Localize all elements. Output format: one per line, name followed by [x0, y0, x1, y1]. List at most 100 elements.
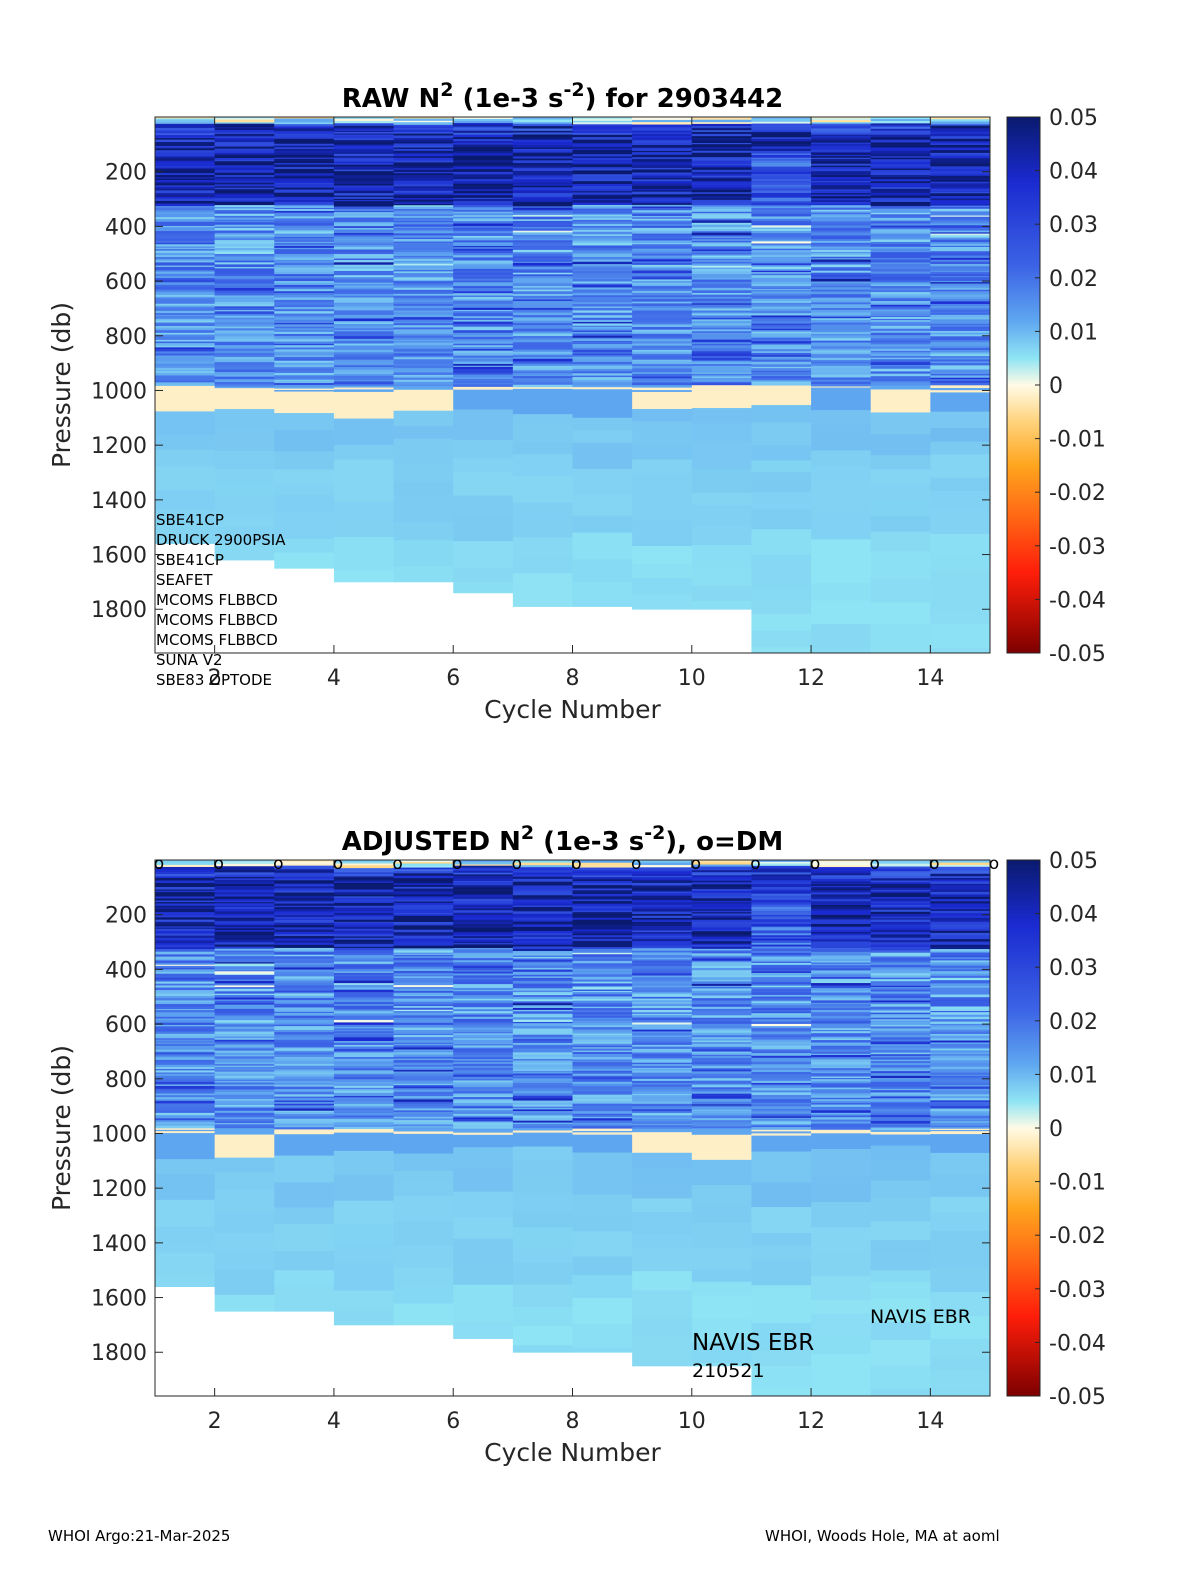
heatmap-cell — [333, 983, 394, 986]
heatmap-cell — [512, 902, 573, 905]
heatmap-cell — [632, 1012, 693, 1015]
heatmap-cell — [691, 1134, 752, 1161]
heatmap-cell — [632, 1111, 693, 1114]
heatmap-cell — [632, 221, 693, 225]
heatmap-cell — [274, 1012, 335, 1017]
heatmap-cell — [155, 1108, 216, 1112]
heatmap-cell — [155, 1103, 216, 1107]
heatmap-cell — [333, 379, 394, 382]
heatmap-cell — [512, 276, 573, 279]
heatmap-cell — [870, 1008, 931, 1011]
heatmap-cell — [274, 958, 335, 961]
heatmap-cell — [572, 1089, 633, 1093]
heatmap-cell — [274, 905, 335, 908]
heatmap-cell — [870, 962, 931, 966]
heatmap-cell — [155, 160, 216, 164]
heatmap-cell — [632, 865, 693, 868]
heatmap-cell — [333, 316, 394, 319]
heatmap-cell — [393, 248, 454, 250]
heatmap-cell — [572, 271, 633, 273]
heatmap-cell — [333, 134, 394, 137]
heatmap-cell — [572, 125, 633, 129]
heatmap-cell — [214, 1112, 275, 1116]
heatmap-cell — [393, 410, 454, 427]
heatmap-cell — [572, 353, 633, 356]
heatmap-cell — [333, 1011, 394, 1014]
heatmap-cell — [333, 536, 394, 560]
heatmap-cell — [453, 242, 514, 245]
heatmap-cell — [393, 860, 454, 863]
heatmap-cell — [393, 1108, 454, 1111]
heatmap-cell — [155, 240, 216, 244]
heatmap-cell — [751, 148, 812, 152]
heatmap-cell — [572, 384, 633, 386]
heatmap-cell — [870, 386, 931, 390]
heatmap-cell — [393, 1153, 454, 1172]
heatmap-cell — [453, 949, 514, 952]
heatmap-cell — [930, 1058, 991, 1061]
heatmap-cell — [691, 265, 752, 268]
heatmap-cell — [453, 1013, 514, 1016]
heatmap-cell — [930, 976, 991, 979]
instrument-label: SUNA V2 — [156, 651, 223, 669]
heatmap-cell — [572, 144, 633, 148]
heatmap-cell — [691, 939, 752, 942]
heatmap-cell — [930, 984, 991, 987]
heatmap-cell — [512, 222, 573, 226]
heatmap-cell — [453, 1066, 514, 1068]
heatmap-cell — [274, 225, 335, 228]
heatmap-cell — [811, 881, 872, 884]
heatmap-cell — [155, 147, 216, 150]
heatmap-cell — [393, 895, 454, 897]
heatmap-cell — [870, 1270, 931, 1283]
heatmap-cell — [870, 244, 931, 247]
heatmap-cell — [333, 1068, 394, 1071]
heatmap-cell — [393, 1093, 454, 1097]
heatmap-cell — [691, 202, 752, 206]
heatmap-cell — [811, 295, 872, 299]
heatmap-cell — [870, 156, 931, 159]
heatmap-cell — [632, 1093, 693, 1096]
heatmap-cell — [691, 257, 752, 260]
heatmap-cell — [333, 1150, 394, 1175]
heatmap-cell — [751, 352, 812, 356]
heatmap-cell — [930, 342, 991, 345]
title-superscript: -2 — [564, 79, 585, 101]
heatmap-cell — [870, 328, 931, 332]
heatmap-cell — [393, 875, 454, 879]
heatmap-cell — [930, 910, 991, 914]
heatmap-cell — [811, 1013, 872, 1017]
heatmap-cell — [512, 965, 573, 969]
heatmap-cell — [811, 1227, 872, 1252]
heatmap-cell — [453, 243, 514, 247]
heatmap-cell — [572, 245, 633, 249]
heatmap-cell — [333, 946, 394, 949]
heatmap-cell — [691, 285, 752, 289]
heatmap-cell — [393, 354, 454, 357]
heatmap-cell — [930, 353, 991, 357]
heatmap-cell — [333, 157, 394, 160]
heatmap-cell — [155, 301, 216, 305]
heatmap-cell — [870, 1088, 931, 1091]
heatmap-cell — [512, 306, 573, 309]
heatmap-cell — [751, 250, 812, 253]
heatmap-cell — [333, 972, 394, 976]
heatmap-cell — [453, 861, 514, 865]
heatmap-cell — [572, 1043, 633, 1046]
heatmap-cell — [751, 298, 812, 302]
heatmap-cell — [811, 879, 872, 883]
heatmap-cell — [751, 1302, 812, 1324]
heatmap-cell — [751, 1021, 812, 1025]
heatmap-cell — [453, 268, 514, 271]
heatmap-cell — [333, 323, 394, 327]
heatmap-cell — [632, 1134, 693, 1154]
heatmap-cell — [691, 363, 752, 367]
heatmap-cell — [333, 285, 394, 288]
heatmap-cell — [393, 219, 454, 222]
heatmap-cell — [512, 300, 573, 303]
heatmap-cell — [632, 338, 693, 341]
heatmap-cell — [214, 907, 275, 910]
heatmap-cell — [214, 869, 275, 873]
heatmap-cell — [512, 232, 573, 236]
heatmap-cell — [453, 223, 514, 227]
